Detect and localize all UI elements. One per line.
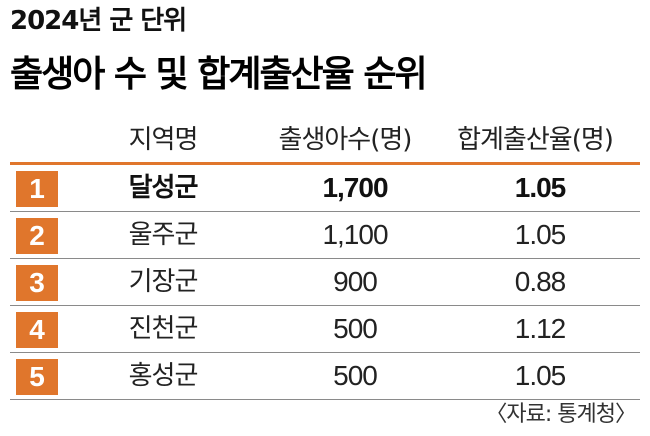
region-cell: 진천군 <box>128 314 199 344</box>
fertility-rate-cell: 1.05 <box>514 172 567 203</box>
births-cell: 1,100 <box>322 219 388 250</box>
fertility-rate-cell: 1.12 <box>514 313 567 344</box>
region-cell: 달성군 <box>128 173 199 203</box>
infographic-title: 출생아 수 및 합계출산율 순위 <box>10 54 428 95</box>
header-region: 지역명 <box>128 125 199 155</box>
rank-badge: 4 <box>16 312 58 348</box>
source-note: 〈자료: 통계청〉 <box>485 402 637 427</box>
births-cell: 900 <box>333 266 378 297</box>
rank-badge: 5 <box>16 359 58 395</box>
table-row: 2 울주군 1,100 1.05 <box>10 212 640 258</box>
header-divider <box>10 162 640 165</box>
table-row: 4 진천군 500 1.12 <box>10 306 640 352</box>
row-divider <box>10 258 640 259</box>
region-cell: 홍성군 <box>128 361 199 391</box>
fertility-rate-cell: 1.05 <box>514 219 567 250</box>
row-divider <box>10 305 640 306</box>
infographic-subtitle: 2024년 군 단위 <box>10 6 187 36</box>
births-cell: 1,700 <box>322 172 388 203</box>
fertility-rate-cell: 0.88 <box>514 266 567 297</box>
header-fertility-rate: 합계출산율(명) <box>457 125 614 155</box>
births-cell: 500 <box>333 313 378 344</box>
rank-badge: 1 <box>16 171 58 207</box>
table-row: 1 달성군 1,700 1.05 <box>10 165 640 211</box>
region-cell: 기장군 <box>128 267 199 297</box>
fertility-rate-cell: 1.05 <box>514 360 567 391</box>
rank-badge: 2 <box>16 218 58 254</box>
region-cell: 울주군 <box>128 220 199 250</box>
table-row: 5 홍성군 500 1.05 <box>10 353 640 399</box>
row-divider <box>10 352 640 353</box>
rank-badge: 3 <box>16 265 58 301</box>
table-header-row: 지역명 출생아수(명) 합계출산율(명) <box>68 116 638 164</box>
header-births: 출생아수(명) <box>278 125 413 155</box>
table-row: 3 기장군 900 0.88 <box>10 259 640 305</box>
births-cell: 500 <box>333 360 378 391</box>
row-divider <box>10 211 640 212</box>
row-divider <box>10 399 640 400</box>
